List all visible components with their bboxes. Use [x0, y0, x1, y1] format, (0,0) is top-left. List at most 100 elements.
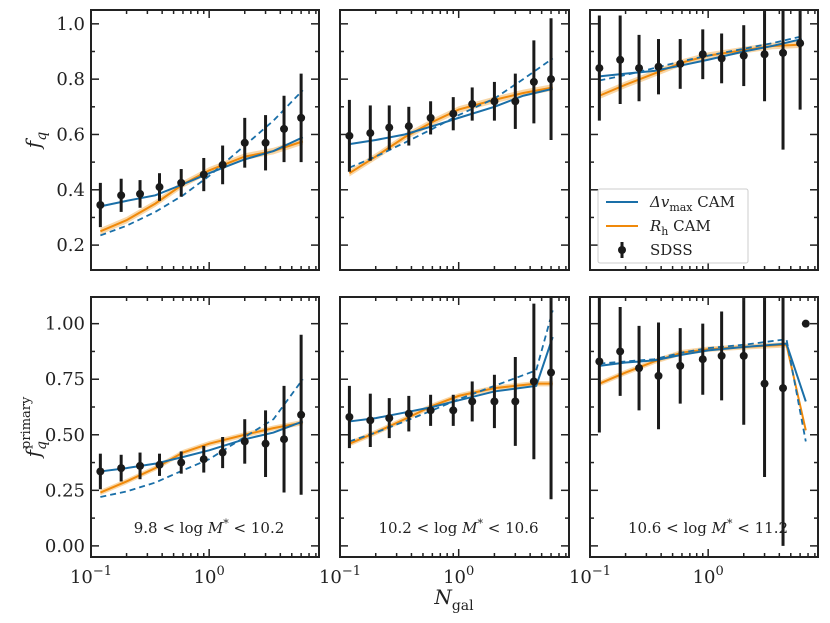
- legend-text: R: [649, 217, 661, 235]
- x-tick-base: 10: [70, 567, 93, 588]
- mass-bin-hi: < 10.2: [229, 519, 285, 537]
- sdss-point: [345, 131, 354, 140]
- panel-0-2: [589, 9, 819, 271]
- dvmax-cam-line: [100, 420, 304, 473]
- x-tick-exponent: −1: [342, 564, 361, 579]
- dvmax-cam-dashed-line: [100, 378, 304, 498]
- sdss-point: [676, 59, 685, 68]
- sdss-point: [717, 351, 726, 360]
- sdss-point: [490, 397, 499, 406]
- sdss-point: [616, 347, 625, 356]
- panel-frame: [90, 296, 320, 558]
- sdss-point: [635, 64, 644, 73]
- sdss-point: [698, 50, 707, 59]
- sdss-point: [117, 191, 126, 200]
- rh-cam-line: [99, 140, 304, 233]
- legend-sdss-marker: [618, 246, 626, 254]
- x-axis-label-main: N: [433, 585, 453, 609]
- y-axis-label: fqprimary: [19, 396, 50, 459]
- sdss-point: [796, 39, 805, 48]
- sdss-point: [654, 371, 663, 380]
- panel-0-1: [339, 9, 570, 271]
- sdss-point: [449, 406, 458, 415]
- plot-area: [345, 18, 556, 177]
- dvmax-cam-line: [349, 336, 554, 423]
- x-tick-base: 10: [693, 567, 716, 588]
- sdss-point: [240, 138, 249, 147]
- mass-bin-m: M: [207, 519, 224, 537]
- x-tick-label: 100: [693, 564, 724, 588]
- sdss-point: [801, 319, 810, 328]
- x-tick-exponent: −1: [592, 564, 611, 579]
- sdss-point: [547, 368, 556, 377]
- legend-text: Δv: [649, 193, 670, 211]
- rh-cam-band: [100, 138, 303, 235]
- sdss-point: [698, 355, 707, 364]
- y-tick-label: 0.4: [56, 180, 85, 201]
- sdss-point: [280, 435, 289, 444]
- y-axis-label-sub: q: [34, 132, 50, 141]
- sdss-point: [511, 397, 520, 406]
- legend-box: [597, 188, 749, 264]
- sdss-point: [547, 75, 556, 84]
- sdss-point: [529, 377, 538, 386]
- sdss-point: [717, 54, 726, 63]
- dvmax-cam-line: [100, 136, 304, 208]
- y-tick-label: 0.25: [45, 480, 85, 501]
- sdss-point: [240, 437, 249, 446]
- sdss-point: [739, 351, 748, 360]
- legend-sub: max: [669, 201, 693, 214]
- y-axis-label: fq: [21, 132, 50, 150]
- sdss-point: [760, 379, 769, 388]
- sdss-point: [468, 100, 477, 109]
- rh-cam-band: [599, 342, 806, 433]
- y-axis-label-sup: primary: [19, 396, 34, 449]
- x-axis-label: Ngal: [433, 585, 474, 614]
- y-tick-label: 0.2: [56, 235, 85, 256]
- sdss-point: [426, 113, 435, 122]
- x-tick-exponent: 0: [715, 564, 723, 579]
- sdss-point: [136, 189, 145, 198]
- x-tick-label: 100: [443, 564, 474, 588]
- y-tick-label: 0.8: [56, 69, 85, 90]
- sdss-point: [739, 51, 748, 60]
- sdss-point: [366, 129, 375, 138]
- sdss-point: [96, 201, 105, 209]
- plot-area: [96, 334, 306, 498]
- rh-cam-band: [349, 84, 553, 177]
- legend-sub: h: [661, 225, 668, 238]
- x-tick-base: 10: [569, 567, 592, 588]
- x-tick-base: 10: [319, 567, 342, 588]
- x-tick-base: 10: [443, 567, 466, 588]
- dvmax-cam-dashed-line: [599, 338, 807, 442]
- sdss-point: [426, 406, 435, 415]
- sdss-point: [297, 113, 306, 122]
- sdss-point: [511, 97, 520, 106]
- dvmax-cam-line: [349, 87, 553, 146]
- rh-cam-band: [599, 41, 802, 100]
- mass-bin-label: 10.2 < log M* < 10.6: [378, 517, 538, 537]
- mass-bin-hi: < 10.6: [483, 519, 539, 537]
- sdss-point: [779, 48, 788, 57]
- sdss-point: [177, 178, 186, 187]
- dvmax-cam-line: [599, 38, 803, 78]
- x-tick-label: 10−1: [569, 564, 611, 588]
- legend-suffix: CAM: [668, 217, 710, 235]
- sdss-point: [385, 123, 394, 132]
- rh-cam-line: [99, 421, 303, 494]
- sdss-point: [595, 64, 604, 73]
- plot-area: [345, 297, 556, 500]
- sdss-point: [529, 77, 538, 86]
- sdss-point: [490, 97, 499, 106]
- sdss-point: [155, 183, 164, 192]
- x-tick-base: 10: [194, 567, 217, 588]
- dvmax-cam-line: [599, 342, 807, 402]
- y-tick-label: 0.6: [56, 124, 85, 145]
- sdss-point: [345, 413, 354, 421]
- sdss-point: [654, 62, 663, 71]
